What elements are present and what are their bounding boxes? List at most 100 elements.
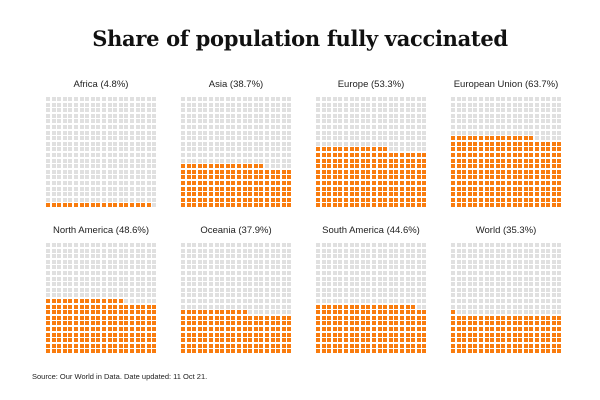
waffle-square-empty bbox=[85, 113, 90, 118]
waffle-square-empty bbox=[259, 282, 264, 287]
waffle-square-empty bbox=[225, 248, 230, 253]
waffle-square-filled bbox=[321, 192, 326, 197]
waffle-square-empty bbox=[146, 175, 151, 180]
waffle-square-filled bbox=[411, 175, 416, 180]
waffle-square-filled bbox=[281, 175, 286, 180]
waffle-square-filled bbox=[349, 158, 354, 163]
waffle-square-empty bbox=[135, 254, 140, 259]
waffle-square-filled bbox=[495, 338, 500, 343]
waffle-square-empty bbox=[68, 271, 73, 275]
waffle-square-filled bbox=[512, 164, 517, 169]
waffle-square-empty bbox=[383, 282, 388, 287]
waffle-square-filled bbox=[214, 338, 219, 343]
waffle-square-empty bbox=[400, 147, 404, 152]
waffle-square-filled bbox=[287, 321, 292, 326]
waffle-square-filled bbox=[270, 321, 275, 326]
waffle-square-filled bbox=[124, 315, 129, 320]
waffle-square-empty bbox=[507, 125, 511, 129]
waffle-square-empty bbox=[57, 169, 62, 174]
waffle-square-filled bbox=[473, 321, 478, 326]
waffle-square-filled bbox=[186, 338, 191, 343]
waffle-square-empty bbox=[141, 265, 146, 270]
waffle-square-filled bbox=[535, 169, 539, 174]
waffle-square-empty bbox=[220, 147, 225, 152]
waffle-square-filled bbox=[242, 338, 247, 343]
waffle-square-empty bbox=[209, 299, 213, 303]
waffle-square-empty bbox=[113, 271, 118, 275]
waffle-square-empty bbox=[209, 248, 213, 253]
waffle-square-filled bbox=[338, 327, 343, 331]
waffle-square-empty bbox=[281, 271, 286, 275]
waffle-square-empty bbox=[62, 276, 67, 281]
waffle-square-empty bbox=[265, 158, 269, 163]
waffle-square-empty bbox=[135, 197, 140, 202]
waffle-square-filled bbox=[209, 164, 213, 169]
waffle-square-filled bbox=[130, 343, 134, 348]
waffle-square-filled bbox=[416, 175, 421, 180]
waffle-square-empty bbox=[141, 113, 146, 118]
waffle-square-filled bbox=[422, 164, 427, 169]
waffle-square-empty bbox=[462, 299, 467, 303]
waffle-square-filled bbox=[394, 349, 399, 354]
waffle-square-empty bbox=[512, 113, 517, 118]
waffle-square-empty bbox=[270, 113, 275, 118]
waffle-square-filled bbox=[383, 315, 388, 320]
waffle-square-filled bbox=[411, 304, 416, 309]
waffle-square-empty bbox=[411, 108, 416, 113]
waffle-square-filled bbox=[214, 327, 219, 331]
waffle-square-empty bbox=[377, 248, 382, 253]
waffle-square-empty bbox=[220, 287, 225, 292]
waffle-square-empty bbox=[96, 119, 101, 124]
waffle-square-empty bbox=[287, 310, 292, 315]
waffle-square-filled bbox=[203, 175, 208, 180]
waffle-square-empty bbox=[46, 181, 50, 185]
waffle-square-filled bbox=[422, 186, 427, 191]
waffle-square-empty bbox=[456, 293, 461, 298]
waffle-square-filled bbox=[316, 192, 320, 197]
waffle-square-filled bbox=[113, 203, 118, 208]
waffle-square-empty bbox=[253, 310, 258, 315]
waffle-square-empty bbox=[355, 108, 360, 113]
waffle-square-empty bbox=[102, 119, 106, 124]
waffle-square-empty bbox=[518, 310, 523, 315]
waffle-square-empty bbox=[422, 136, 427, 141]
waffle-square-empty bbox=[327, 125, 332, 129]
waffle-square-empty bbox=[51, 175, 56, 180]
waffle-square-filled bbox=[316, 304, 320, 309]
waffle-square-filled bbox=[225, 192, 230, 197]
waffle-square-empty bbox=[46, 158, 50, 163]
waffle-square-filled bbox=[316, 315, 320, 320]
waffle-square-filled bbox=[383, 310, 388, 315]
waffle-square-empty bbox=[130, 197, 134, 202]
waffle-square-filled bbox=[248, 164, 253, 169]
waffle-square-empty bbox=[473, 276, 478, 281]
waffle-square-filled bbox=[512, 192, 517, 197]
waffle-square-filled bbox=[551, 343, 556, 348]
waffle-square-empty bbox=[197, 287, 202, 292]
waffle-square-filled bbox=[366, 338, 371, 343]
waffle-square-filled bbox=[540, 153, 545, 157]
waffle-square-empty bbox=[400, 136, 404, 141]
waffle-square-filled bbox=[281, 315, 286, 320]
waffle-square-empty bbox=[467, 299, 472, 303]
waffle-square-empty bbox=[467, 276, 472, 281]
waffle-square-empty bbox=[540, 259, 545, 264]
waffle-square-empty bbox=[214, 147, 219, 152]
waffle-square-empty bbox=[79, 158, 84, 163]
waffle-square-filled bbox=[422, 153, 427, 157]
waffle-square-empty bbox=[456, 130, 461, 135]
waffle-square-filled bbox=[214, 343, 219, 348]
waffle-square-empty bbox=[557, 136, 562, 141]
waffle-square-empty bbox=[197, 102, 202, 107]
waffle-square-empty bbox=[411, 102, 416, 107]
waffle-square-filled bbox=[102, 327, 106, 331]
waffle-square-empty bbox=[349, 102, 354, 107]
waffle-square-empty bbox=[68, 113, 73, 118]
waffle-square-filled bbox=[467, 181, 472, 185]
waffle-square-empty bbox=[507, 113, 511, 118]
waffle-square-empty bbox=[130, 169, 134, 174]
waffle-square-filled bbox=[332, 197, 337, 202]
waffle-square-empty bbox=[383, 248, 388, 253]
waffle-square-empty bbox=[46, 153, 50, 157]
waffle-square-filled bbox=[512, 141, 517, 146]
